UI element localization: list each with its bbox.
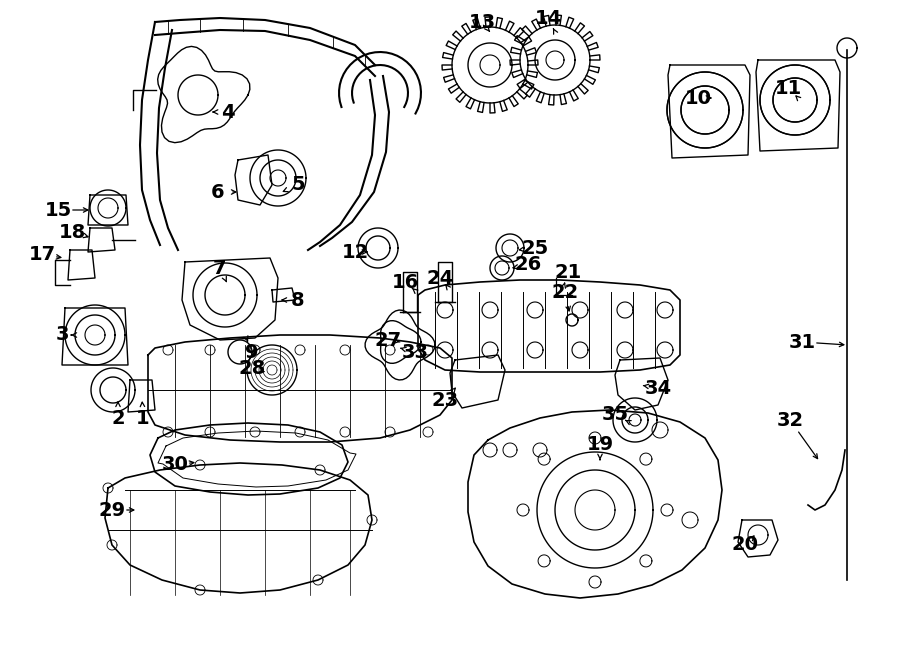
Polygon shape (760, 65, 830, 135)
Text: 15: 15 (44, 200, 72, 219)
Text: 19: 19 (587, 436, 614, 455)
Text: 7: 7 (213, 258, 227, 278)
Polygon shape (250, 150, 306, 206)
Polygon shape (65, 305, 125, 365)
Text: 23: 23 (431, 391, 459, 410)
Text: 26: 26 (515, 256, 542, 274)
Text: 27: 27 (374, 330, 401, 350)
Polygon shape (247, 345, 297, 395)
Text: 5: 5 (292, 176, 305, 194)
Text: 11: 11 (774, 79, 802, 98)
Polygon shape (365, 310, 435, 380)
Polygon shape (235, 155, 272, 205)
Polygon shape (668, 65, 750, 158)
Text: 34: 34 (644, 379, 671, 397)
Text: 17: 17 (29, 245, 56, 264)
Text: 31: 31 (788, 332, 815, 352)
Text: 33: 33 (401, 342, 428, 362)
Polygon shape (91, 368, 135, 412)
Polygon shape (148, 335, 452, 442)
Text: 30: 30 (162, 455, 188, 475)
Polygon shape (738, 520, 778, 557)
Polygon shape (490, 256, 514, 280)
Text: 10: 10 (685, 89, 712, 108)
Text: 16: 16 (392, 272, 418, 292)
Polygon shape (667, 72, 743, 148)
Text: 21: 21 (554, 262, 581, 282)
Polygon shape (615, 358, 668, 410)
Text: 1: 1 (136, 408, 149, 428)
Polygon shape (496, 234, 524, 262)
Polygon shape (182, 258, 278, 340)
Polygon shape (468, 410, 722, 598)
Text: 35: 35 (601, 405, 628, 424)
Text: 12: 12 (341, 243, 369, 262)
Text: 20: 20 (732, 535, 759, 555)
Text: 24: 24 (427, 268, 454, 288)
Text: 22: 22 (552, 282, 579, 301)
Text: 14: 14 (535, 9, 562, 28)
Polygon shape (381, 321, 421, 364)
Polygon shape (756, 60, 840, 151)
Polygon shape (450, 355, 505, 408)
Text: 29: 29 (98, 500, 126, 520)
Text: 8: 8 (292, 290, 305, 309)
Text: 18: 18 (58, 223, 86, 241)
Polygon shape (613, 398, 657, 442)
Text: 13: 13 (468, 13, 496, 32)
Text: 25: 25 (521, 239, 549, 258)
Polygon shape (105, 463, 372, 593)
Polygon shape (150, 423, 348, 495)
Text: 9: 9 (245, 342, 259, 362)
Text: 6: 6 (212, 182, 225, 202)
Text: 3: 3 (55, 325, 68, 344)
Text: 28: 28 (238, 358, 266, 377)
Text: 4: 4 (221, 102, 235, 122)
Polygon shape (358, 228, 398, 268)
Text: 2: 2 (112, 408, 125, 428)
Text: 32: 32 (777, 410, 804, 430)
Polygon shape (418, 280, 680, 372)
